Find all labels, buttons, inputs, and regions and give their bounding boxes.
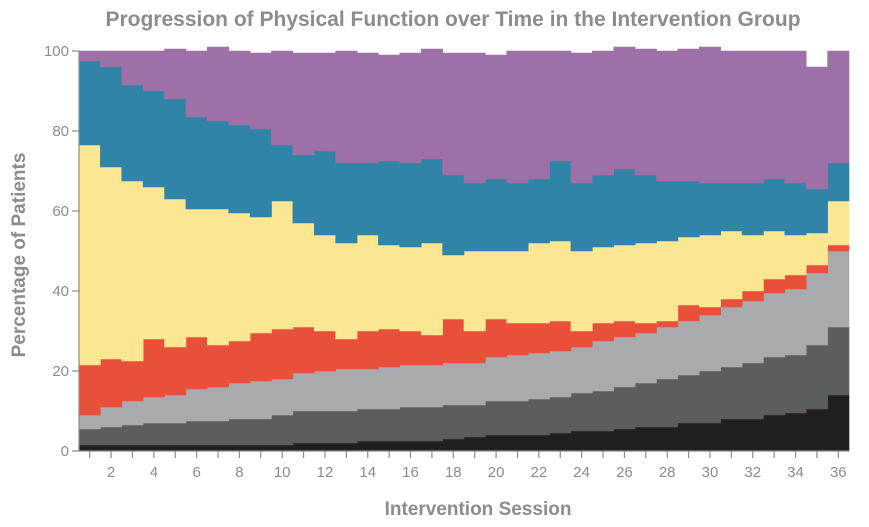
x-axis: 2 4 6 8 10 12 14 16 18 20 22 24 26 28 30 32 34 36 [79,450,849,481]
y-tick-label: 100 [44,43,69,60]
x-tick-label: 30 [702,464,719,481]
y-tick-label: 60 [52,203,69,220]
y-tick-label: 20 [52,363,69,380]
x-tick-label: 2 [107,464,115,481]
x-tick-label: 32 [744,464,761,481]
x-tick-label: 16 [402,464,419,481]
x-tick-label: 4 [150,464,158,481]
area-level-7 [78,46,850,190]
x-tick-label: 6 [192,464,200,481]
x-tick-label: 8 [235,464,243,481]
chart-title: Progression of Physical Function over Ti… [105,8,800,31]
x-tick-label: 12 [317,464,334,481]
x-tick-label: 36 [830,464,847,481]
area-series-group [78,46,850,452]
x-tick-label: 20 [488,464,505,481]
x-tick-label: 22 [531,464,548,481]
y-axis: 0 20 40 60 80 100 [44,43,80,460]
x-tick-label: 26 [616,464,633,481]
x-tick-label: 34 [787,464,804,481]
y-axis-title: Percentage of Patients [9,153,30,358]
x-tick-label: 18 [445,464,462,481]
y-tick-label: 80 [52,123,69,140]
x-tick-label: 14 [359,464,376,481]
x-tick-label: 28 [659,464,676,481]
x-tick-label: 24 [573,464,590,481]
x-axis-title: Intervention Session [385,499,572,520]
x-tick-label: 10 [274,464,291,481]
y-tick-label: 40 [52,283,69,300]
y-tick-label: 0 [61,443,69,460]
